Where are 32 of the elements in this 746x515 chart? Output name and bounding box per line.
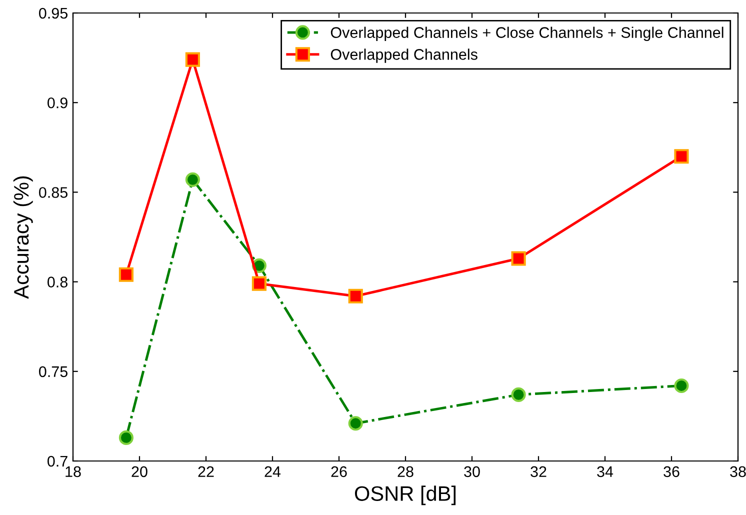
point	[118, 430, 134, 445]
x-tick-label: 38	[730, 466, 746, 478]
point	[511, 387, 526, 402]
x-tick-label: 20	[132, 466, 148, 478]
y-tick-label: 0.7	[48, 456, 68, 467]
x-axis-title: OSNR [dB]	[354, 486, 456, 506]
y-axis-title: Accuracy (%)	[13, 176, 33, 299]
x-tick-label: 24	[264, 466, 281, 477]
point	[185, 52, 200, 67]
x-tick-label: 28	[398, 466, 414, 478]
point	[348, 288, 363, 304]
y-tick-label: 0.9	[48, 97, 68, 108]
point	[674, 378, 689, 394]
point	[511, 251, 526, 266]
point	[252, 276, 266, 291]
legend-label: Overlapped Channels + Close Channels + Single Channel	[330, 26, 724, 41]
y-tick-label: 0.85	[39, 187, 68, 198]
x-tick-label: 22	[198, 466, 214, 477]
x-tick-label: 26	[331, 466, 347, 478]
y-tick-label: 0.8	[48, 276, 68, 288]
point	[185, 172, 200, 187]
point	[118, 267, 134, 282]
y-tick-label: 0.95	[39, 8, 68, 19]
legend-label: Overlapped Channels	[330, 48, 478, 63]
point	[674, 149, 689, 164]
x-tick-label: 30	[464, 466, 480, 478]
point	[348, 416, 363, 431]
x-tick-label: 32	[530, 466, 546, 478]
y-tick-label: 0.75	[39, 366, 68, 378]
x-tick-label: 36	[664, 466, 680, 478]
x-tick-label: 18	[66, 466, 81, 478]
x-tick-label: 34	[597, 466, 614, 478]
